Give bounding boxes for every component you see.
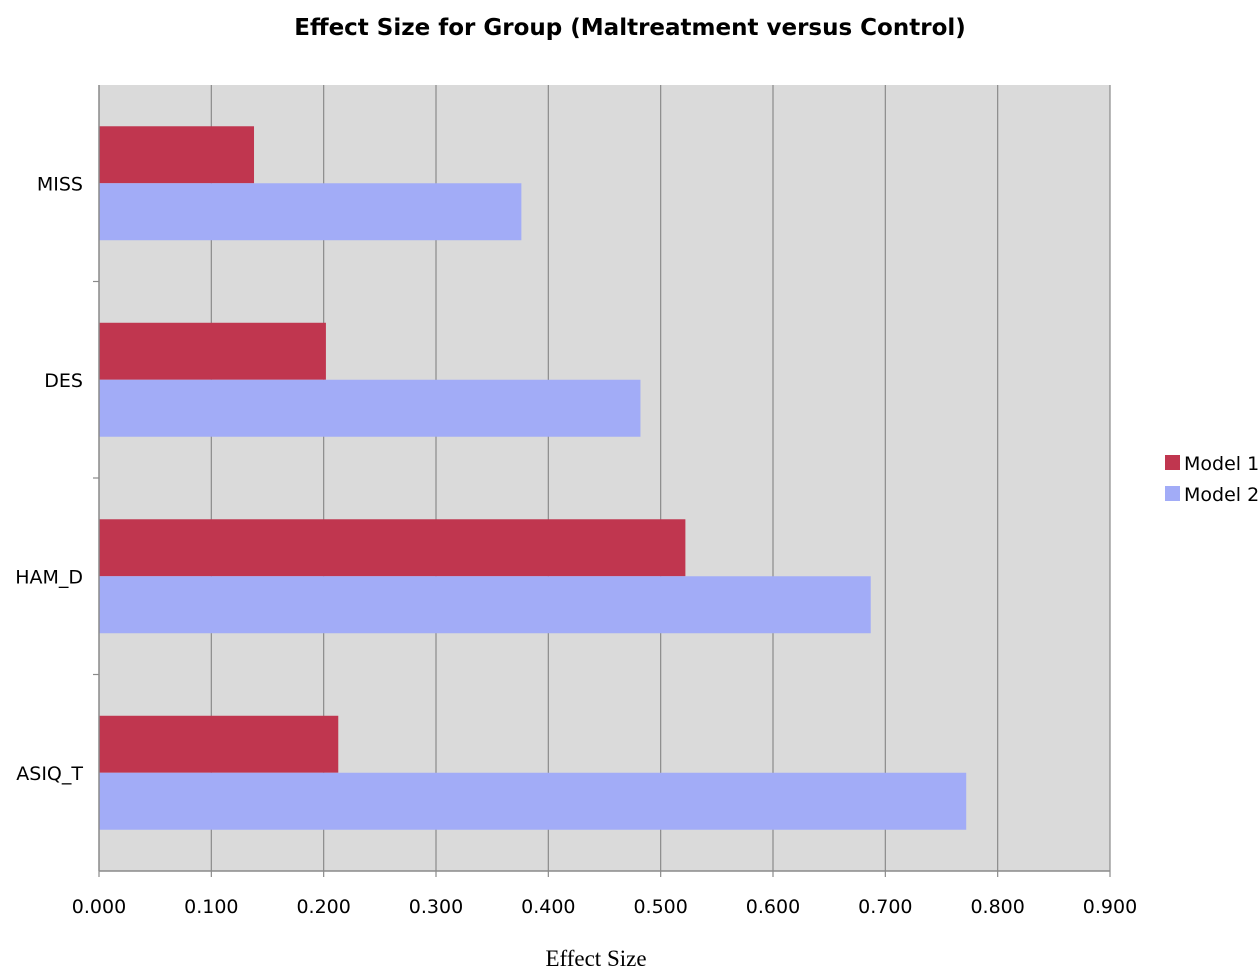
x-tick-label: 0.200 [296,896,350,918]
x-tick-label: 0.000 [72,896,126,918]
bar-model-2-miss [99,183,522,241]
x-tick-label: 0.600 [746,896,800,918]
y-tick-label: HAM_D [15,566,83,588]
chart-title: Effect Size for Group (Maltreatment vers… [294,15,966,41]
bar-model-2-des [99,379,641,437]
legend-label: Model 1 [1184,453,1259,475]
bar-model-1-asiq-t [99,715,339,773]
bar-model-1-ham-d [99,519,686,577]
x-tick-labels: 0.000 0.100 0.200 0.300 0.400 0.500 0.600 0.700… [72,896,1137,918]
bar-model-2-asiq-t [99,772,967,830]
x-axis-label: Effect Size [545,946,646,968]
y-tick-labels: MISS DES HAM_D ASIQ_T [15,173,83,785]
y-tick-label: MISS [37,173,83,195]
x-tick-label: 0.900 [1083,896,1137,918]
x-tick-label: 0.500 [633,896,687,918]
legend: Model 1 Model 2 [1165,453,1259,506]
legend-swatch [1165,455,1180,470]
y-tick-label: ASIQ_T [16,763,83,785]
y-tick-label: DES [44,370,83,392]
legend-label: Model 2 [1184,484,1259,506]
x-tick-label: 0.300 [409,896,463,918]
bar-model-1-miss [99,126,255,184]
x-tick-label: 0.700 [858,896,912,918]
bar-model-1-des [99,322,326,380]
bar-model-2-ham-d [99,576,871,634]
axes [93,85,1111,877]
x-tick-label: 0.800 [970,896,1024,918]
x-tick-label: 0.400 [521,896,575,918]
legend-swatch [1165,486,1180,501]
bars [99,126,967,830]
x-tick-label: 0.100 [184,896,238,918]
